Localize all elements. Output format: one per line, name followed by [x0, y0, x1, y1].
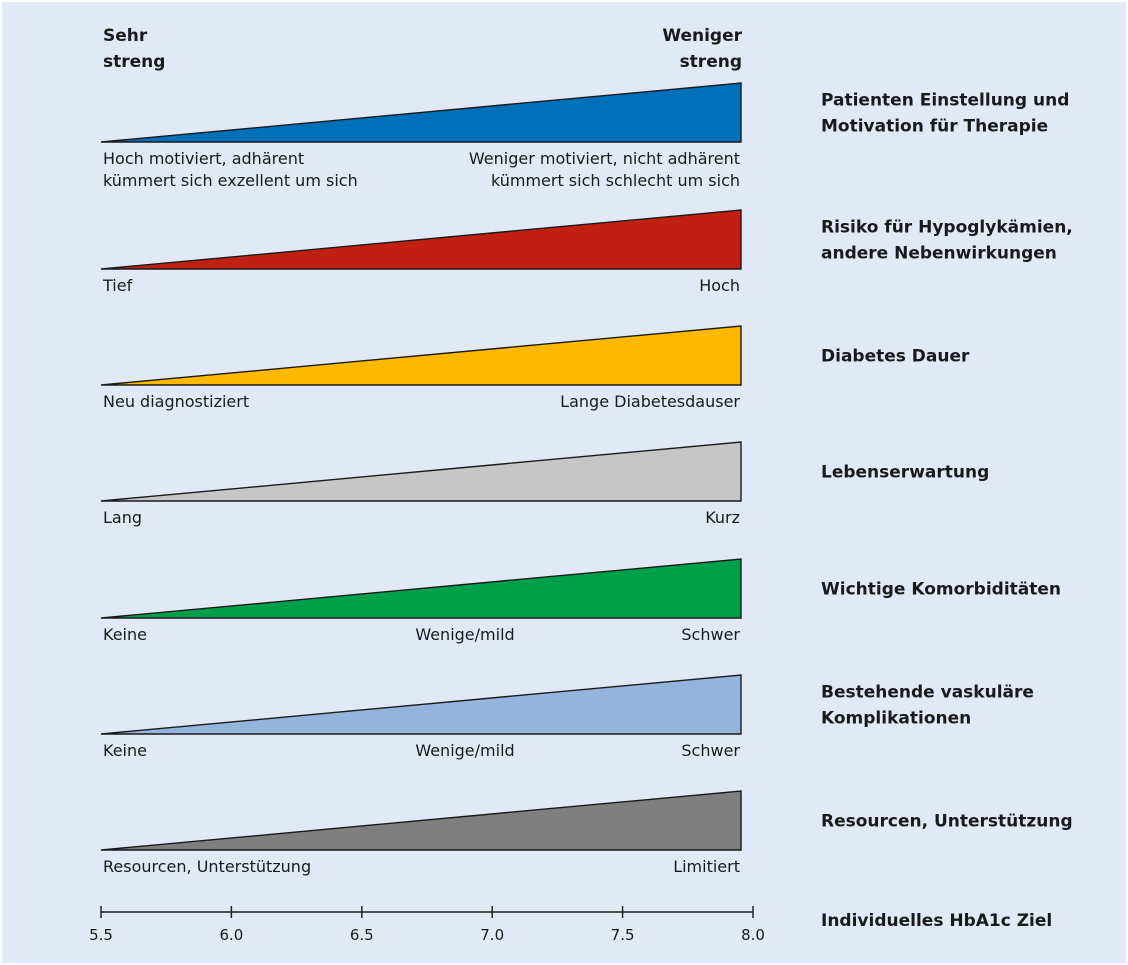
axis-tick-label: 8.0 — [741, 926, 765, 944]
scale-label-left: Neu diagnostiziert — [103, 392, 249, 411]
factor-wedge — [100, 441, 742, 502]
axis-tick-label: 6.5 — [350, 926, 374, 944]
factor-wedge — [100, 558, 742, 619]
scale-label-right: Lange Diabetesdauser — [560, 392, 740, 411]
scale-label-middle: Wenige/mild — [415, 625, 514, 644]
factor-title: Motivation für Therapie — [821, 117, 1048, 137]
scale-label-middle: Wenige/mild — [415, 741, 514, 760]
header-left-line2: streng — [103, 52, 165, 72]
factor-title: Patienten Einstellung und — [821, 91, 1069, 111]
factor-rows: Hoch motiviert, adhärent kümmert sich exz… — [100, 82, 1073, 876]
scale-label-left: Keine — [103, 625, 147, 644]
factor-title: Komplikationen — [821, 709, 971, 729]
factor-row: Keine Wenige/mild Schwer Bestehende vaskulä… — [100, 674, 1034, 760]
scale-label-right: Kurz — [705, 508, 740, 527]
scale-label-right: Hoch — [699, 276, 740, 295]
axis-tick-label: 7.0 — [480, 926, 504, 944]
factor-wedge — [100, 209, 742, 270]
scale-label-left: Hoch motiviert, adhärent — [103, 149, 304, 168]
factor-title: Resourcen, Unterstützung — [821, 812, 1073, 832]
scale-label-left: Tief — [102, 276, 133, 295]
factor-row: Keine Wenige/mild Schwer Wichtige Komorbidi… — [100, 558, 1061, 644]
factor-wedge — [100, 790, 742, 851]
axis-tick-label: 5.5 — [89, 926, 113, 944]
header-left-line1: Sehr — [103, 26, 148, 46]
factor-title: andere Nebenwirkungen — [821, 244, 1057, 264]
scale-label-right: Limitiert — [673, 857, 740, 876]
hba1c-axis: 5.5 6.0 6.5 7.0 7.5 8.0 Individuelles HbA1c Zi… — [89, 906, 1052, 944]
scale-label-right: Schwer — [681, 625, 740, 644]
scale-label-right: kümmert sich schlecht um sich — [491, 171, 740, 190]
scale-label-right: Weniger motiviert, nicht adhärent — [469, 149, 740, 168]
factor-wedge — [100, 82, 742, 143]
factor-title: Wichtige Komorbiditäten — [821, 580, 1061, 600]
strictness-header: Sehr streng Weniger streng — [103, 26, 743, 72]
factor-title: Diabetes Dauer — [821, 347, 970, 367]
axis-tick-label: 6.0 — [219, 926, 243, 944]
factor-wedge — [100, 325, 742, 386]
scale-label-left: Keine — [103, 741, 147, 760]
factor-row: Tief Hoch Risiko für Hypoglykämien, andere … — [100, 209, 1073, 295]
factor-row: Resourcen, Unterstützung Limitiert Resourc… — [100, 790, 1073, 876]
factor-wedge — [100, 674, 742, 735]
factor-row: Lang Kurz Lebenserwartung — [100, 441, 989, 527]
factor-title: Bestehende vaskuläre — [821, 683, 1034, 703]
scale-label-right: Schwer — [681, 741, 740, 760]
scale-label-left: Resourcen, Unterstützung — [103, 857, 311, 876]
factor-title: Risiko für Hypoglykämien, — [821, 218, 1073, 238]
factor-row: Neu diagnostiziert Lange Diabetesdauser Di… — [100, 325, 970, 411]
scale-label-left: kümmert sich exzellent um sich — [103, 171, 358, 190]
factor-title: Lebenserwartung — [821, 463, 989, 483]
header-right-line1: Weniger — [662, 26, 742, 46]
header-right-line2: streng — [680, 52, 742, 72]
axis-tick-label: 7.5 — [611, 926, 635, 944]
factor-row: Hoch motiviert, adhärent kümmert sich exz… — [100, 82, 1069, 190]
axis-title: Individuelles HbA1c Ziel — [821, 911, 1052, 931]
scale-label-left: Lang — [103, 508, 142, 527]
